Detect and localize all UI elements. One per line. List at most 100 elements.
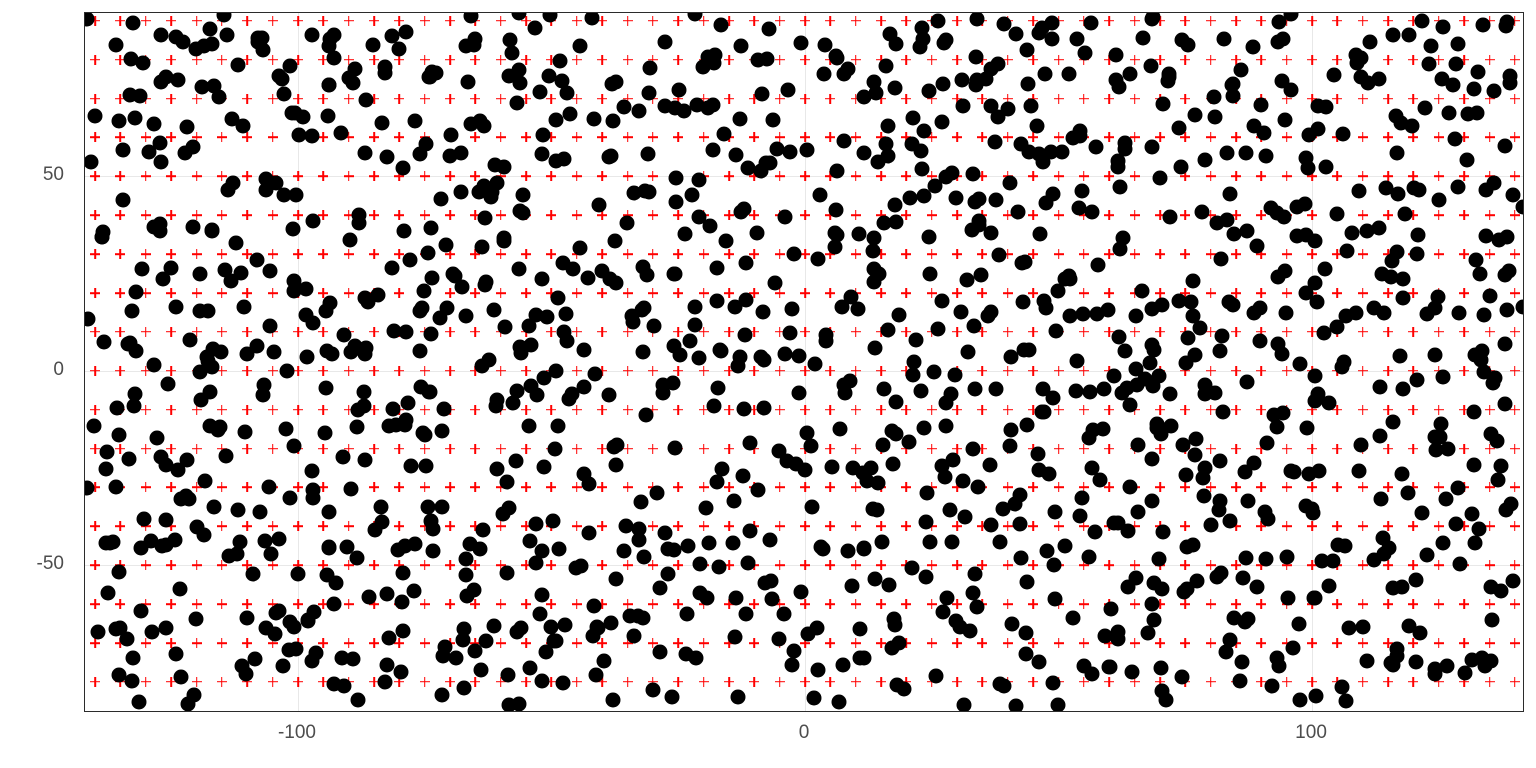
- grid-cross-marker: [318, 560, 328, 570]
- grid-cross-marker: [952, 132, 962, 142]
- grid-cross-marker: [1104, 16, 1114, 26]
- grid-cross-marker: [825, 132, 835, 142]
- data-point: [938, 395, 953, 410]
- data-point: [282, 642, 297, 657]
- grid-cross-marker: [268, 405, 278, 415]
- data-point: [532, 84, 547, 99]
- grid-cross-marker: [648, 405, 658, 415]
- grid-cross-marker: [1332, 638, 1342, 648]
- grid-cross-marker: [166, 171, 176, 181]
- grid-cross-marker: [217, 249, 227, 259]
- horizontal-gridline: [85, 565, 1523, 566]
- data-point: [509, 95, 524, 110]
- x-axis-tick-bottom: [298, 711, 299, 712]
- grid-cross-marker: [1307, 405, 1317, 415]
- grid-cross-marker: [876, 327, 886, 337]
- x-axis-tick-bottom: [856, 711, 857, 712]
- grid-cross-marker: [344, 16, 354, 26]
- grid-cross-marker: [293, 249, 303, 259]
- data-point: [115, 192, 130, 207]
- data-point: [1234, 62, 1249, 77]
- data-point: [756, 400, 771, 415]
- data-point: [608, 74, 623, 89]
- grid-cross-marker: [952, 677, 962, 687]
- x-axis-tick-top: [628, 12, 629, 13]
- data-point: [1299, 227, 1314, 242]
- data-point: [319, 568, 334, 583]
- data-point: [1031, 446, 1046, 461]
- grid-cross-marker: [800, 132, 810, 142]
- data-point: [549, 363, 564, 378]
- data-point: [983, 62, 998, 77]
- grid-cross-marker: [344, 599, 354, 609]
- data-point: [1260, 511, 1275, 526]
- data-point: [756, 352, 771, 367]
- data-point: [573, 558, 588, 573]
- data-point: [467, 583, 482, 598]
- grid-cross-marker: [115, 599, 125, 609]
- grid-cross-marker: [1104, 521, 1114, 531]
- data-point: [387, 323, 402, 338]
- grid-cross-marker: [268, 55, 278, 65]
- data-point: [277, 87, 292, 102]
- vertical-gridline: [805, 13, 806, 711]
- data-point: [97, 335, 112, 350]
- data-point: [445, 266, 460, 281]
- data-point: [1309, 295, 1324, 310]
- grid-cross-marker: [1459, 482, 1469, 492]
- data-point: [530, 387, 545, 402]
- data-point: [680, 606, 695, 621]
- data-point: [1023, 98, 1038, 113]
- data-point: [197, 474, 212, 489]
- data-point: [522, 419, 537, 434]
- data-point: [1003, 175, 1018, 190]
- data-point: [1031, 655, 1046, 670]
- data-point: [1433, 429, 1448, 444]
- data-point: [857, 89, 872, 104]
- grid-cross-marker: [1028, 210, 1038, 220]
- data-point: [1222, 295, 1237, 310]
- data-point: [511, 12, 526, 21]
- grid-cross-marker: [1206, 210, 1216, 220]
- data-point: [983, 458, 998, 473]
- grid-cross-marker: [1079, 249, 1089, 259]
- data-point: [836, 133, 851, 148]
- grid-cross-marker: [115, 132, 125, 142]
- grid-cross-marker: [1485, 132, 1495, 142]
- data-point: [1069, 32, 1084, 47]
- grid-cross-marker: [876, 677, 886, 687]
- data-point: [286, 438, 301, 453]
- grid-cross-marker: [420, 210, 430, 220]
- data-point: [1161, 73, 1176, 88]
- x-axis-tick-bottom: [1490, 711, 1491, 712]
- grid-cross-marker: [217, 638, 227, 648]
- grid-cross-marker: [217, 677, 227, 687]
- grid-cross-marker: [1231, 599, 1241, 609]
- data-point: [271, 532, 286, 547]
- grid-cross-marker: [1459, 638, 1469, 648]
- x-axis-tick-top: [1337, 12, 1338, 13]
- grid-cross-marker: [876, 288, 886, 298]
- data-point: [863, 460, 878, 475]
- grid-cross-marker: [1028, 366, 1038, 376]
- grid-cross-marker: [268, 366, 278, 376]
- grid-cross-marker: [1434, 521, 1444, 531]
- data-point: [1504, 497, 1519, 512]
- data-point: [207, 499, 222, 514]
- data-point: [304, 28, 319, 43]
- data-point: [396, 623, 411, 638]
- x-axis-tick-bottom: [1059, 711, 1060, 712]
- grid-cross-marker: [1307, 132, 1317, 142]
- data-point: [1388, 109, 1403, 124]
- data-point: [205, 360, 220, 375]
- data-point: [1161, 70, 1176, 85]
- data-point: [1135, 284, 1150, 299]
- grid-cross-marker: [927, 210, 937, 220]
- data-point: [1109, 47, 1124, 62]
- data-point: [339, 540, 354, 555]
- data-point: [549, 154, 564, 169]
- data-point: [1506, 187, 1521, 202]
- grid-cross-marker: [825, 677, 835, 687]
- data-point: [729, 591, 744, 606]
- grid-cross-marker: [1054, 638, 1064, 648]
